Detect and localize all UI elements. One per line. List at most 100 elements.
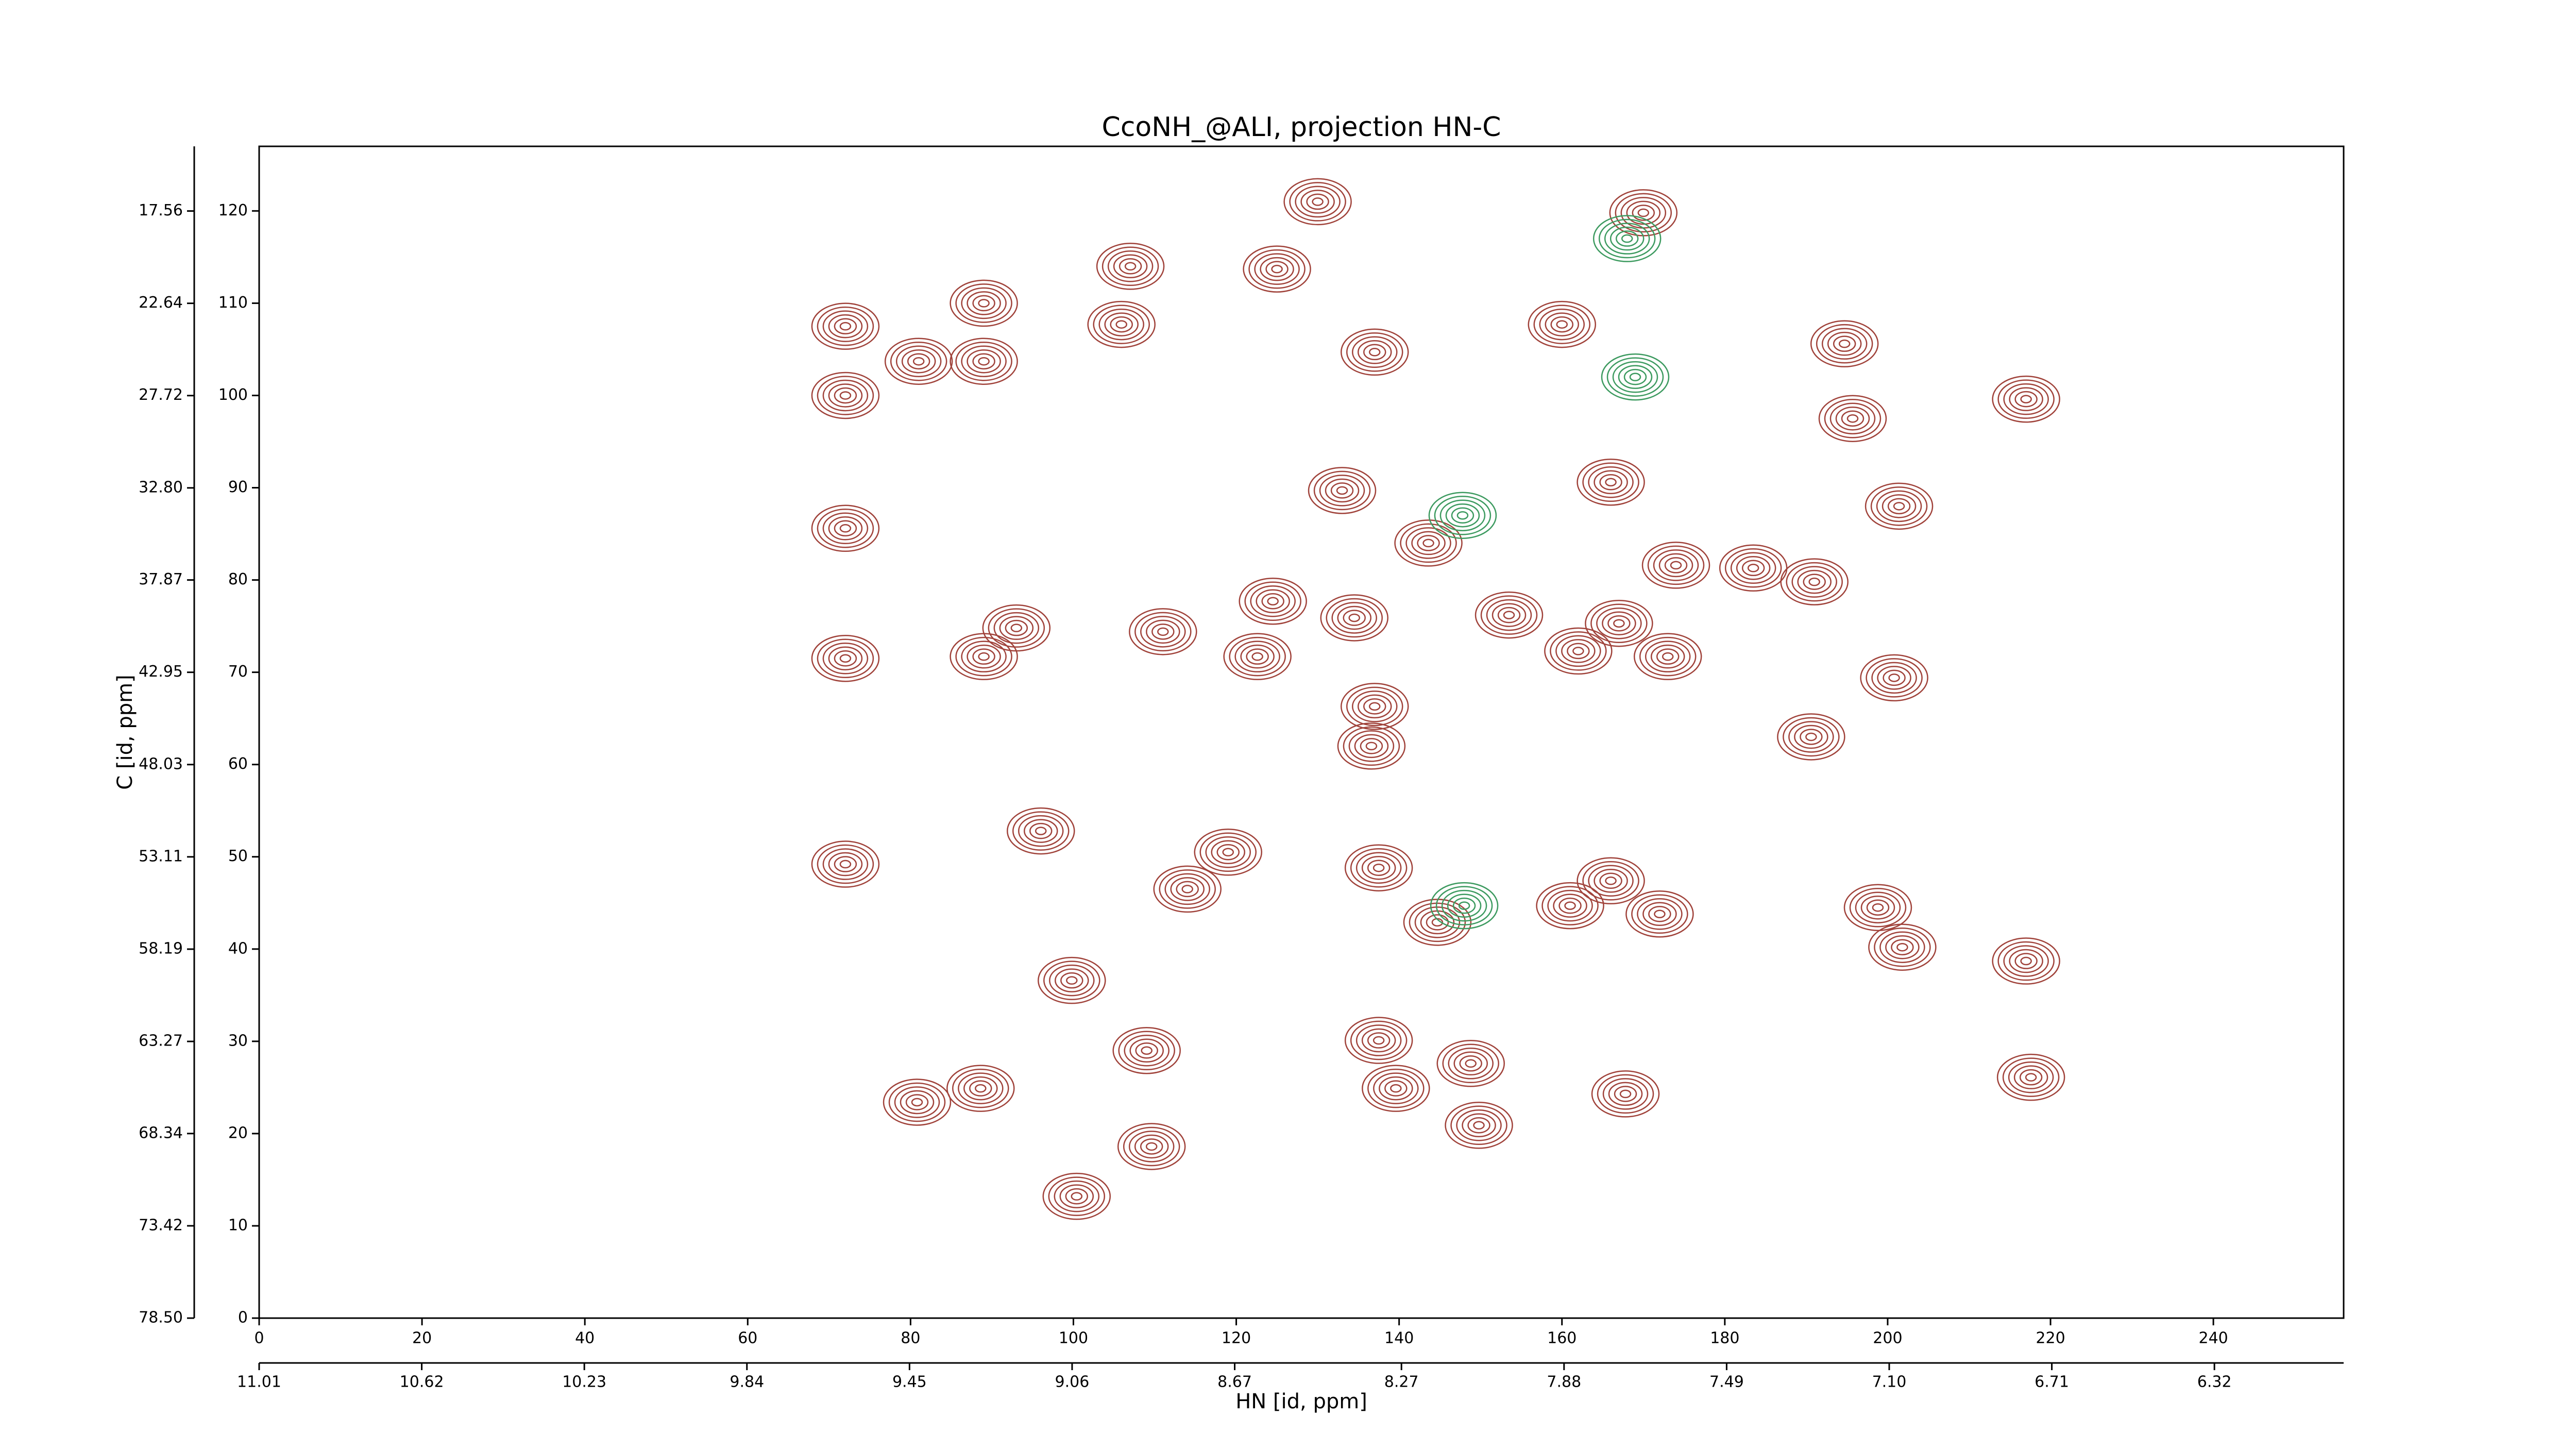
peak [950, 279, 1018, 327]
peak [1528, 300, 1596, 348]
peak [1344, 1017, 1413, 1064]
contour-ring [1885, 935, 1920, 959]
y-tick-label: 80 [228, 570, 248, 588]
contour-ring [2002, 1057, 2060, 1097]
contour-ring [1997, 379, 2055, 419]
contour-ring [1043, 961, 1100, 1000]
contour-ring [1453, 1051, 1488, 1076]
x2-tick-label: 10.62 [400, 1373, 444, 1391]
contour-ring [1256, 589, 1290, 613]
contour-ring [1343, 726, 1400, 766]
contour-ring [967, 291, 1001, 315]
contour-ring [1896, 942, 1908, 952]
contour-ring [1594, 869, 1628, 893]
peak [1194, 829, 1263, 876]
contour-ring [1724, 548, 1782, 588]
peak [1038, 956, 1106, 1004]
y-tick-label: 0 [238, 1309, 248, 1327]
contour-ring [1248, 249, 1306, 289]
contour-ring [822, 848, 869, 880]
contour-ring [1113, 254, 1148, 279]
peak [950, 633, 1018, 680]
peak [982, 604, 1051, 652]
contour-ring [1541, 886, 1599, 925]
contour-ring [958, 1072, 1004, 1104]
contour-ring [1260, 257, 1294, 281]
contour-ring [1658, 553, 1693, 578]
peak [883, 1079, 952, 1126]
contour-ring [1585, 599, 1653, 647]
contour-ring [1048, 1176, 1106, 1216]
contour-ring [1018, 815, 1064, 847]
contour-ring [1833, 335, 1856, 352]
contour-ring [1254, 253, 1300, 285]
contour-ring [1355, 852, 1402, 884]
contour-ring [1355, 1024, 1402, 1056]
peak [1042, 1172, 1111, 1220]
contour-ring [1458, 901, 1470, 910]
contour-ring [1445, 503, 1480, 528]
contour-ring [1128, 1131, 1175, 1162]
contour-ring [1124, 1034, 1170, 1067]
contour-ring [961, 345, 1007, 377]
y2-tick-label: 68.34 [139, 1124, 183, 1142]
contour-ring [1629, 373, 1641, 381]
contour-ring [1250, 585, 1296, 617]
y-tick-label: 120 [218, 201, 248, 220]
contour-ring [982, 604, 1051, 652]
contour-ring [1405, 527, 1451, 559]
contour-ring [1348, 613, 1360, 622]
contour-ring [1609, 226, 1645, 251]
contour-ring [901, 349, 936, 374]
peak [1308, 467, 1377, 514]
contour-ring [1602, 1078, 1649, 1110]
contour-ring [1564, 901, 1576, 910]
contour-ring [2003, 945, 2049, 977]
contour-ring [978, 357, 990, 366]
contour-ring [1843, 884, 1912, 931]
contour-ring [811, 504, 880, 552]
contour-ring [822, 379, 869, 412]
contour-ring [1791, 566, 1837, 598]
contour-ring [1891, 939, 1914, 955]
x-tick-label: 40 [575, 1329, 595, 1347]
contour-ring [1794, 724, 1828, 749]
contour-ring [2020, 395, 2032, 403]
x-tick-label: 200 [1873, 1329, 1902, 1347]
contour-ring [1123, 1126, 1180, 1167]
contour-ring [1409, 902, 1466, 942]
contour-ring [1555, 635, 1601, 667]
contour-ring [1306, 193, 1329, 210]
peak [811, 302, 880, 350]
contour-ring [1561, 639, 1596, 663]
contour-ring [1146, 619, 1180, 644]
contour-ring [1157, 627, 1169, 636]
contour-ring [1641, 542, 1710, 589]
y-tick-label: 40 [228, 939, 248, 957]
contour-ring [1243, 245, 1311, 293]
contour-ring [2019, 1069, 2043, 1086]
contour-ring [1827, 331, 1862, 356]
contour-ring [1403, 899, 1472, 946]
contour-ring [963, 1076, 998, 1101]
chart-title: CcoNH_@ALI, projection HN-C [1102, 112, 1501, 143]
contour-ring [1135, 1042, 1158, 1059]
contour-ring [1741, 560, 1765, 577]
contour-ring [1194, 829, 1263, 876]
contour-ring [900, 1090, 935, 1115]
contour-ring [1357, 694, 1392, 719]
contour-ring [978, 299, 990, 308]
peak [946, 1065, 1015, 1112]
peak [1719, 544, 1788, 592]
peak [1283, 178, 1352, 226]
x-tick-label: 80 [901, 1329, 920, 1347]
contour-ring [1475, 591, 1544, 639]
contour-ring [1240, 644, 1275, 669]
y2-tick-label: 27.72 [139, 386, 183, 404]
contour-ring [1450, 1105, 1507, 1145]
contour-ring [1346, 686, 1403, 727]
contour-ring [1066, 976, 1078, 985]
y2-tick-label: 63.27 [139, 1032, 183, 1050]
y2-tick-label: 48.03 [139, 755, 183, 773]
